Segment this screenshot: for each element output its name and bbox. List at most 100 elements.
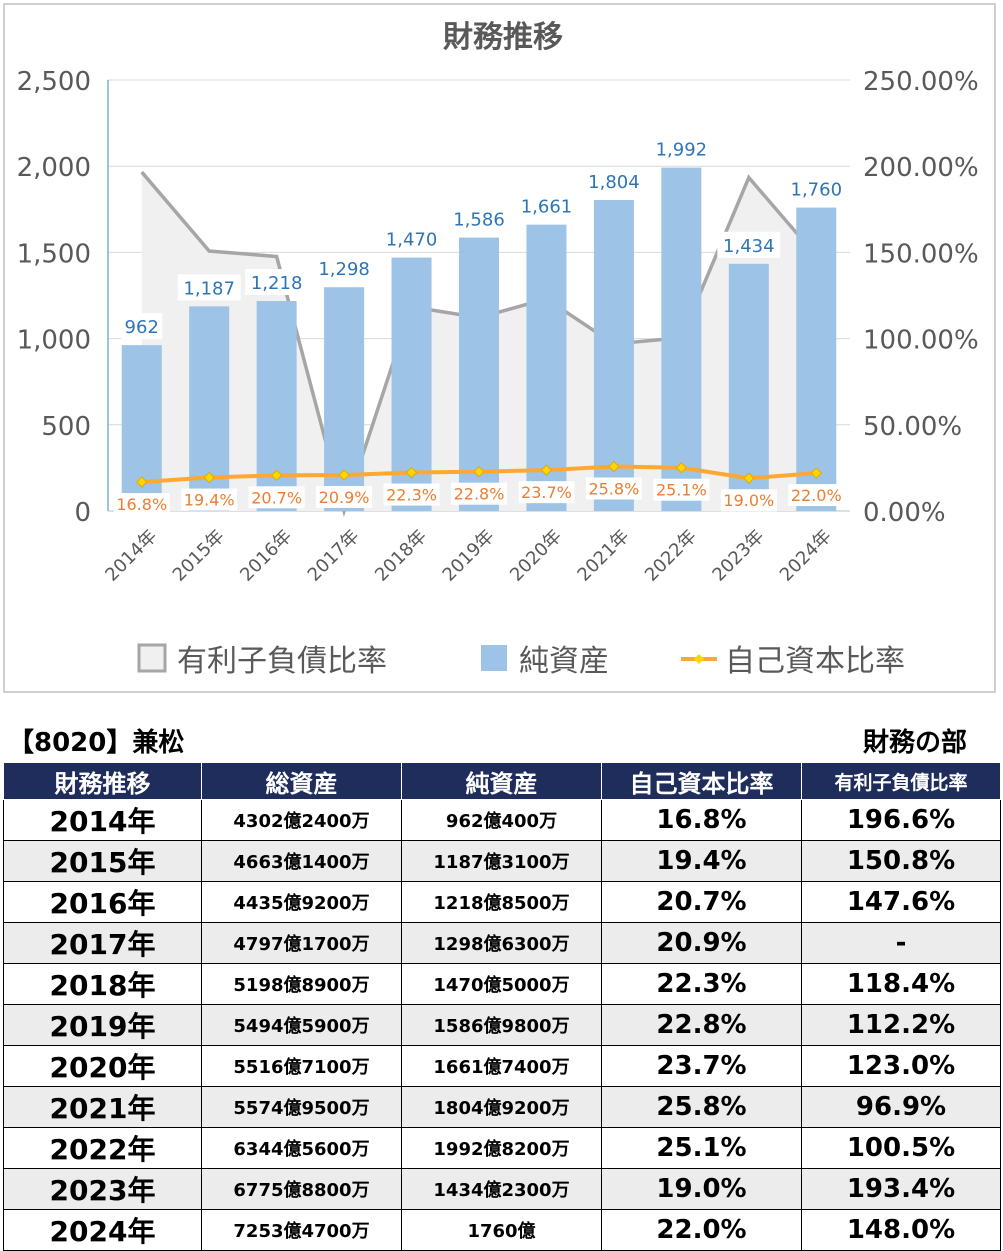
equity-ratio-marker <box>338 469 350 481</box>
cell-equity-ratio: 19.0% <box>601 1168 802 1210</box>
cell-debt-ratio: - <box>801 922 1001 964</box>
legend-net-assets-swatch <box>481 645 507 671</box>
cell-net-assets: 1992億8200万 <box>401 1127 602 1169</box>
bar-value-label: 1,187 <box>183 278 235 299</box>
cell-debt-ratio: 112.2% <box>801 1004 1001 1046</box>
line-value-label: 25.1% <box>656 481 707 500</box>
net-assets-bar <box>661 167 702 511</box>
cell-debt-ratio: 148.0% <box>801 1209 1001 1251</box>
cell-equity-ratio: 20.7% <box>601 881 802 923</box>
x-tick-label: 2023年 <box>708 526 768 586</box>
cell-total-assets: 4435億9200万 <box>201 881 402 923</box>
net-assets-bar <box>796 207 837 512</box>
cell-total-assets: 6344億5600万 <box>201 1127 402 1169</box>
table-row: 2019年 5494億5900万 1586億9800万 22.8% 112.2% <box>3 1004 1001 1046</box>
cell-debt-ratio: 193.4% <box>801 1168 1001 1210</box>
bar-label-bg <box>380 225 444 252</box>
cell-equity-ratio: 25.1% <box>601 1127 802 1169</box>
cell-total-assets: 5516億7100万 <box>201 1045 402 1087</box>
bar-value-label: 1,470 <box>386 230 438 251</box>
left-tick-label: 1,000 <box>17 326 91 356</box>
bar-label-bg <box>177 274 241 301</box>
cell-net-assets: 1586億9800万 <box>401 1004 602 1046</box>
x-tick-label: 2017年 <box>304 526 364 586</box>
cell-total-assets: 4302億2400万 <box>201 799 402 841</box>
cell-equity-ratio: 22.8% <box>601 1004 802 1046</box>
right-tick-label: 200.00% <box>863 153 979 183</box>
net-assets-bar <box>728 263 769 511</box>
table-row: 2020年 5516億7100万 1661億7400万 23.7% 123.0% <box>3 1045 1001 1087</box>
cell-equity-ratio: 23.7% <box>601 1045 802 1087</box>
table-row: 2023年 6775億8800万 1434億2300万 19.0% 193.4% <box>3 1168 1001 1210</box>
header-net-assets: 純資産 <box>401 762 602 800</box>
equity-ratio-marker <box>270 469 283 482</box>
right-tick-label: 50.00% <box>863 412 962 442</box>
equity-ratio-marker <box>136 476 148 488</box>
cell-total-assets: 4663億1400万 <box>201 840 402 882</box>
bar-value-label: 1,218 <box>251 273 303 294</box>
header-equity-ratio: 自己資本比率 <box>601 762 802 800</box>
cell-equity-ratio: 20.9% <box>601 922 802 964</box>
line-label-bg <box>316 485 373 508</box>
legend-net-assets-label: 純資産 <box>519 644 609 679</box>
table-caption-row: 【8020】兼松 財務の部 <box>0 722 1003 760</box>
line-value-label: 20.9% <box>319 488 370 507</box>
right-tick-label: 100.00% <box>863 326 979 356</box>
net-assets-bar <box>593 199 634 511</box>
line-label-bg <box>720 489 777 512</box>
left-tick-label: 0 <box>74 498 91 528</box>
cell-debt-ratio: 150.8% <box>801 840 1001 882</box>
table-row: 2014年 4302億2400万 962億400万 16.8% 196.6% <box>3 799 1001 841</box>
cell-year: 2019年 <box>3 1004 202 1046</box>
left-tick-label: 2,500 <box>17 67 91 97</box>
cell-net-assets: 1804億9200万 <box>401 1086 602 1128</box>
line-label-bg <box>788 484 845 507</box>
cell-equity-ratio: 22.0% <box>601 1209 802 1251</box>
cell-year: 2017年 <box>3 922 202 964</box>
line-label-bg <box>451 482 507 505</box>
cell-debt-ratio: 123.0% <box>801 1045 1001 1087</box>
cell-debt-ratio: 147.6% <box>801 881 1001 923</box>
cell-net-assets: 962億400万 <box>401 799 602 841</box>
financial-table: 財務推移 総資産 純資産 自己資本比率 有利子負債比率 2014年 4302億24… <box>3 762 1001 1251</box>
legend-equity-ratio-marker <box>694 654 704 664</box>
header-total-assets: 総資産 <box>201 762 402 800</box>
cell-total-assets: 6775億8800万 <box>201 1168 402 1210</box>
bar-value-label: 1,661 <box>521 197 573 218</box>
cell-debt-ratio: 118.4% <box>801 963 1001 1005</box>
line-label-bg <box>518 481 575 504</box>
left-tick-label: 1,500 <box>17 239 91 269</box>
bar-label-bg <box>582 167 646 194</box>
cell-year: 2015年 <box>3 840 202 882</box>
cell-equity-ratio: 19.4% <box>601 840 802 882</box>
chart-panel: 財務推移 0 0.00% 500 50.00% 1,000 100.00% 1,500 150.… <box>3 3 996 693</box>
line-value-label: 19.4% <box>184 491 235 510</box>
x-tick-label: 2019年 <box>439 526 499 586</box>
cell-year: 2022年 <box>3 1127 202 1169</box>
bar-label-bg <box>717 231 781 258</box>
line-value-label: 23.7% <box>521 483 572 502</box>
line-value-label: 25.8% <box>588 480 639 499</box>
net-assets-bar <box>459 237 499 511</box>
cell-year: 2020年 <box>3 1045 202 1087</box>
line-value-label: 22.3% <box>386 486 437 505</box>
bar-label-bg <box>447 205 511 232</box>
line-value-label: 19.0% <box>723 491 774 510</box>
bar-label-bg <box>784 175 848 202</box>
x-tick-label: 2014年 <box>101 526 161 586</box>
table-row: 2016年 4435億9200万 1218億8500万 20.7% 147.6% <box>3 881 1001 923</box>
bar-label-bg <box>514 192 578 219</box>
line-label-bg <box>653 478 710 501</box>
line-label-bg <box>113 493 170 516</box>
bar-label-bg <box>121 313 163 340</box>
cell-total-assets: 5574億9500万 <box>201 1086 402 1128</box>
header-year: 財務推移 <box>3 762 202 800</box>
equity-ratio-marker <box>743 472 755 484</box>
cell-debt-ratio: 96.9% <box>801 1086 1001 1128</box>
company-title: 【8020】兼松 <box>8 728 185 758</box>
cell-net-assets: 1470億5000万 <box>401 963 602 1005</box>
cell-total-assets: 4797億1700万 <box>201 922 402 964</box>
cell-total-assets: 5198億8900万 <box>201 963 402 1005</box>
financial-chart: 財務推移 0 0.00% 500 50.00% 1,000 100.00% 1,500 150.… <box>17 20 979 679</box>
cell-net-assets: 1218億8500万 <box>401 881 602 923</box>
